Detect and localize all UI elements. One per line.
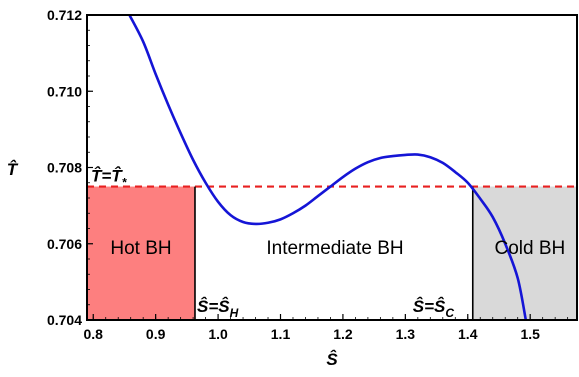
cold-bh-region: [472, 186, 577, 320]
intermediate-bh-label: Intermediate BH: [266, 238, 403, 259]
s-c-label-main: Ŝ=Ŝ: [413, 297, 446, 316]
y-tick-label: 0.710: [47, 83, 82, 99]
y-tick-label: 0.706: [47, 236, 82, 252]
x-tick-label: 1.5: [520, 326, 540, 342]
x-tick-label: 1.0: [208, 326, 228, 342]
s-h-label-main: Ŝ=Ŝ: [197, 297, 230, 316]
y-ticks: 0.704 0.706 0.708 0.710 0.712: [47, 7, 93, 328]
isotherm-label-subscript: *: [122, 176, 128, 190]
s-c-label: Ŝ=ŜC: [413, 297, 455, 320]
x-tick-label: 1.2: [333, 326, 353, 342]
y-tick-label: 0.704: [47, 312, 82, 328]
x-tick-label: 1.1: [271, 326, 291, 342]
s-h-label: Ŝ=ŜH: [197, 297, 239, 320]
hot-bh-label: Hot BH: [110, 238, 171, 259]
x-tick-label: 1.3: [396, 326, 416, 342]
s-h-label-subscript: H: [230, 306, 239, 320]
x-tick-label: 1.4: [458, 326, 478, 342]
region-fills: [87, 186, 577, 320]
cold-bh-label: Cold BH: [495, 238, 566, 259]
x-axis-label: Ŝ: [326, 350, 338, 369]
y-tick-label: 0.712: [47, 7, 82, 23]
x-tick-label: 0.8: [84, 326, 104, 342]
isotherm-label-main: T̂=T̂: [91, 166, 123, 186]
x-ticks: 0.8 0.9 1.0 1.1 1.2 1.3 1.4 1.5: [84, 314, 569, 342]
temperature-entropy-curve: [128, 14, 528, 321]
hot-bh-region: [87, 186, 195, 320]
s-c-label-subscript: C: [445, 306, 454, 320]
x-tick-label: 0.9: [146, 326, 166, 342]
y-axis-label: T̂: [7, 159, 19, 179]
isotherm-label: T̂=T̂*: [91, 166, 128, 190]
y-tick-label: 0.708: [47, 160, 82, 176]
